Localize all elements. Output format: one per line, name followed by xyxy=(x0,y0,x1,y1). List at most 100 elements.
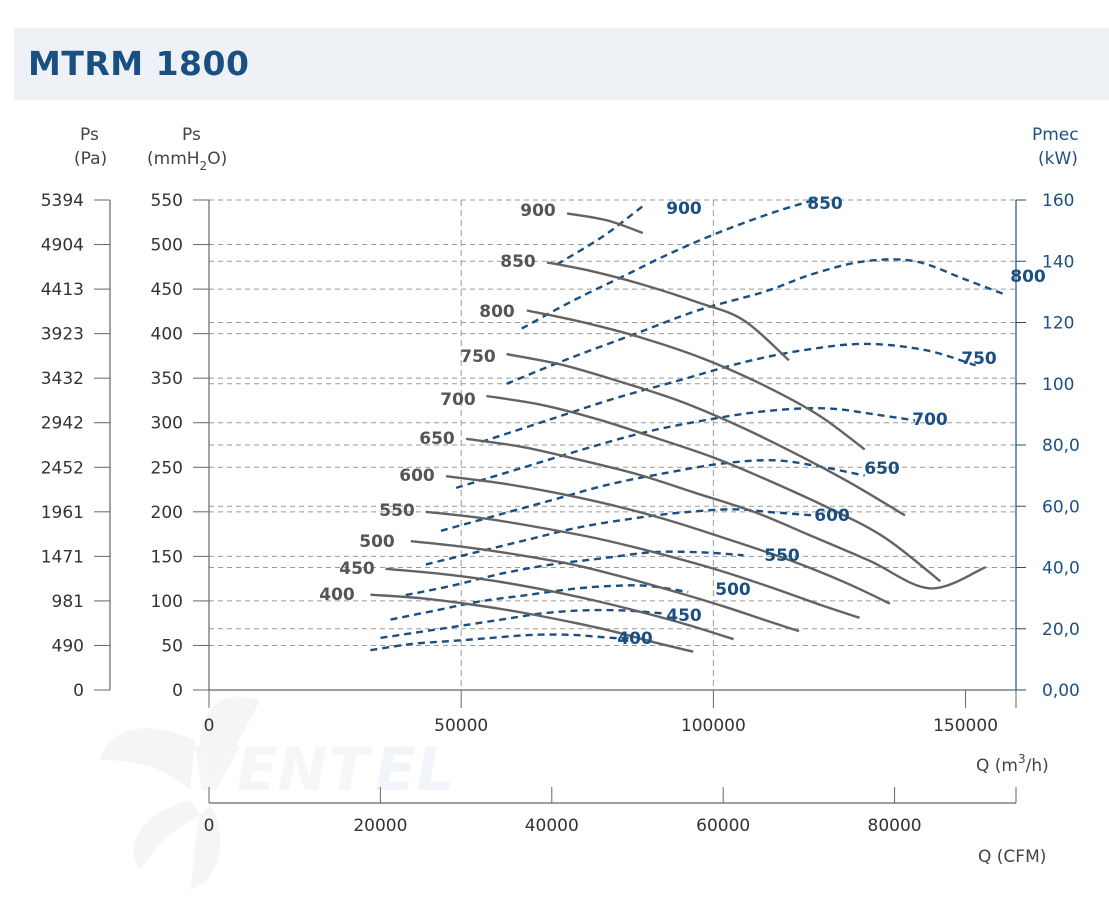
tick-label-mmh2o: 350 xyxy=(151,369,183,389)
tick-label-kw: 140 xyxy=(1042,252,1074,272)
pressure-label-600: 600 xyxy=(399,466,435,486)
tick-label-m3h: 0 xyxy=(204,716,215,736)
pressure-curve-750 xyxy=(506,352,906,517)
x-cfm-label: Q (CFM) xyxy=(978,847,1046,867)
power-label-900: 900 xyxy=(666,199,702,219)
power-label-400: 400 xyxy=(617,629,653,649)
left-pa-label: Ps xyxy=(80,125,99,145)
chart-title: MTRM 1800 xyxy=(28,44,250,83)
pressure-label-850: 850 xyxy=(500,252,536,272)
tick-label-cfm: 20000 xyxy=(353,816,407,836)
pressure-label-550: 550 xyxy=(379,501,415,521)
grid xyxy=(209,199,1016,690)
tick-label-pa: 1471 xyxy=(41,547,84,567)
tick-label-mmh2o: 100 xyxy=(151,592,183,612)
pressure-curve-500 xyxy=(410,540,800,633)
tick-label-kw: 120 xyxy=(1042,314,1074,334)
power-curve-900 xyxy=(556,205,644,266)
fan-watermark-icon: VENT EL xyxy=(100,696,454,890)
tick-label-mmh2o: 500 xyxy=(151,236,183,256)
tick-label-mmh2o: 400 xyxy=(151,325,183,345)
power-curve-600 xyxy=(425,508,815,566)
left-mm-unit: (mmH2O) xyxy=(147,149,227,173)
power-label-500: 500 xyxy=(715,580,751,600)
tick-label-mmh2o: 450 xyxy=(151,280,183,300)
x-m3h-label-suffix: /h) xyxy=(1026,756,1049,776)
tick-label-mmh2o: 250 xyxy=(151,458,183,478)
pressure-curve-400 xyxy=(370,593,694,653)
power-label-850: 850 xyxy=(807,194,843,214)
tick-label-m3h: 50000 xyxy=(434,716,488,736)
left-pa-unit: (Pa) xyxy=(74,149,107,169)
curve-labels: 900 850 800 750 700 650 600 550 500 450 400 900 850 8… xyxy=(319,194,1046,649)
tick-label-mmh2o: 300 xyxy=(151,414,183,434)
pressure-label-750: 750 xyxy=(460,347,496,367)
tick-label-pa: 4413 xyxy=(41,280,84,300)
pressure-label-400: 400 xyxy=(319,585,355,605)
pressure-curve-550 xyxy=(425,510,860,619)
svg-text:EL: EL xyxy=(375,735,454,805)
tick-label-pa: 3923 xyxy=(41,325,84,345)
tick-label-mmh2o: 150 xyxy=(151,547,183,567)
power-curve-850 xyxy=(521,198,815,330)
power-curves xyxy=(370,198,1007,652)
pressure-label-800: 800 xyxy=(479,302,515,322)
x-m3h-label-sup: 3 xyxy=(1018,752,1026,766)
power-curve-550 xyxy=(405,550,744,597)
tick-label-pa: 3432 xyxy=(41,369,84,389)
pressure-label-450: 450 xyxy=(339,559,375,579)
tick-label-cfm: 60000 xyxy=(696,816,750,836)
pressure-curve-600 xyxy=(445,475,891,605)
pressure-curve-800 xyxy=(526,309,866,451)
tick-label-pa: 490 xyxy=(52,636,84,656)
tick-label-pa: 5394 xyxy=(41,191,84,211)
left-mm-label: Ps xyxy=(182,125,201,145)
tick-label-pa: 4904 xyxy=(41,236,84,256)
left-mm-unit-prefix: (mmH xyxy=(147,149,200,169)
power-label-650: 650 xyxy=(864,459,900,479)
power-curve-400 xyxy=(370,633,633,652)
pressure-label-700: 700 xyxy=(440,390,476,410)
tick-label-mmh2o: 200 xyxy=(151,503,183,523)
pressure-curve-900 xyxy=(566,212,644,235)
tick-label-cfm: 40000 xyxy=(525,816,579,836)
tick-label-kw: 160 xyxy=(1042,191,1074,211)
power-label-600: 600 xyxy=(814,506,850,526)
left-mm-unit-suffix: O) xyxy=(207,149,227,169)
power-curve-750 xyxy=(481,342,976,444)
pressure-curve-850 xyxy=(546,261,790,362)
tick-label-kw: 40,0 xyxy=(1042,559,1080,579)
right-kw-label: Pmec xyxy=(1032,125,1079,145)
tick-label-kw: 100 xyxy=(1042,375,1074,395)
x-m3h-label: Q (m3/h) xyxy=(976,752,1049,776)
tick-label-m3h: 150000 xyxy=(933,716,998,736)
tick-label-cfm: 80000 xyxy=(868,816,922,836)
pressure-curve-650 xyxy=(466,437,987,590)
tick-label-cfm: 0 xyxy=(204,816,215,836)
tick-label-pa: 1961 xyxy=(41,503,84,523)
left-mm-unit-sub: 2 xyxy=(200,159,208,173)
tick-label-pa: 981 xyxy=(52,592,84,612)
pressure-label-650: 650 xyxy=(419,429,455,449)
pressure-label-900: 900 xyxy=(520,201,556,221)
power-label-550: 550 xyxy=(764,546,800,566)
tick-label-mmh2o: 0 xyxy=(172,681,183,701)
tick-label-kw: 60,0 xyxy=(1042,497,1080,517)
power-label-800: 800 xyxy=(1010,267,1046,287)
power-curve-650 xyxy=(440,459,865,532)
tick-label-mmh2o: 550 xyxy=(151,191,183,211)
tick-label-m3h: 100000 xyxy=(681,716,746,736)
tick-label-kw: 80,0 xyxy=(1042,436,1080,456)
tick-label-pa: 2942 xyxy=(41,414,84,434)
title-band: MTRM 1800 xyxy=(14,28,1109,100)
tick-label-pa: 0 xyxy=(73,681,84,701)
tick-label-kw: 20,0 xyxy=(1042,620,1080,640)
pressure-curves xyxy=(370,212,987,653)
power-label-450: 450 xyxy=(666,606,702,626)
power-curve-450 xyxy=(380,608,663,640)
pressure-curve-450 xyxy=(385,567,734,641)
svg-text:VENT: VENT xyxy=(190,735,373,805)
pressure-curve-700 xyxy=(486,394,942,583)
pressure-label-500: 500 xyxy=(359,532,395,552)
